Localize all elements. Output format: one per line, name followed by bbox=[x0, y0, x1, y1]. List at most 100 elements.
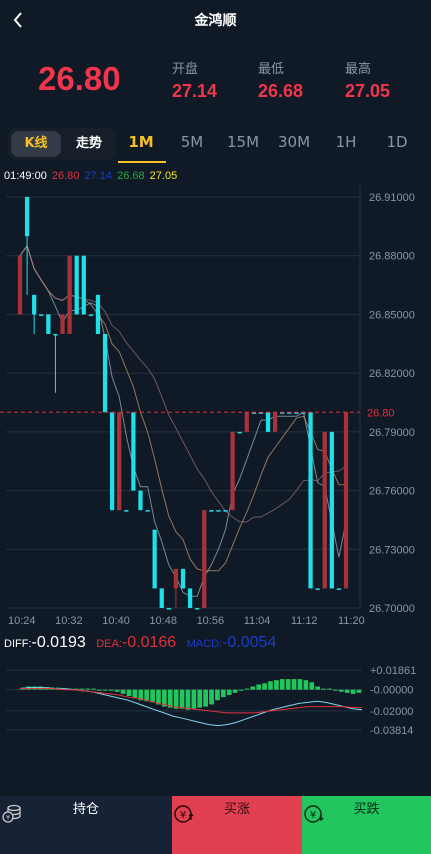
candle-body bbox=[124, 510, 129, 512]
macd-bar bbox=[185, 689, 191, 710]
macd-bar bbox=[97, 689, 102, 691]
high-label: 最高 bbox=[345, 62, 372, 77]
candle-body bbox=[216, 510, 221, 512]
tab-30m[interactable]: 30M bbox=[277, 133, 311, 151]
x-tick-label: 11:20 bbox=[338, 615, 365, 626]
y-tick-label: 26.70000 bbox=[369, 603, 415, 615]
buy-down-label: 买跌 bbox=[353, 802, 380, 817]
macd-bar bbox=[120, 689, 126, 694]
x-tick-label: 10:48 bbox=[149, 615, 177, 626]
tab-1h[interactable]: 1H bbox=[335, 133, 357, 151]
macd-bar bbox=[274, 680, 279, 690]
macd-bar bbox=[132, 689, 138, 699]
chart-mode-switch: K线 走势 bbox=[8, 128, 116, 160]
chart-tabs: K线 走势 1M 5M 15M 30M 1H 1D bbox=[0, 125, 431, 163]
candle-body bbox=[230, 431, 235, 511]
low-label: 最低 bbox=[258, 62, 285, 77]
macd-bar bbox=[327, 688, 332, 690]
macd-bar bbox=[309, 682, 315, 690]
high-stat: 最高 27.05 bbox=[345, 58, 390, 102]
last-price-label: 26.80 bbox=[367, 407, 395, 419]
low-stat: 最低 26.68 bbox=[258, 58, 303, 102]
dea-line bbox=[20, 688, 362, 714]
macd-bar bbox=[79, 688, 85, 690]
macd-bar bbox=[268, 681, 273, 690]
x-tick-label: 10:24 bbox=[8, 615, 36, 626]
macd-bar bbox=[315, 686, 321, 690]
candle-body bbox=[265, 412, 271, 432]
y-tick-label: 26.79000 bbox=[369, 427, 415, 439]
candle-body bbox=[166, 608, 171, 610]
current-price: 26.80 bbox=[38, 60, 121, 97]
macd-bar bbox=[73, 688, 79, 690]
yuan-up-icon: ¥ bbox=[174, 805, 194, 823]
candle-body bbox=[308, 412, 313, 589]
macd-value: -0.0054 bbox=[222, 634, 277, 651]
y-tick-label: 26.82000 bbox=[369, 368, 415, 380]
y-tick-label: 26.88000 bbox=[369, 251, 415, 263]
legend-value-3: 26.68 bbox=[117, 170, 145, 182]
tab-kline[interactable]: K线 bbox=[11, 131, 61, 157]
tab-1d[interactable]: 1D bbox=[386, 133, 408, 151]
candle-body bbox=[322, 431, 327, 589]
macd-bar bbox=[103, 689, 108, 691]
macd-bar bbox=[344, 689, 350, 693]
candle-body bbox=[301, 412, 306, 414]
candle-body bbox=[88, 314, 93, 316]
y-tick-label: 26.76000 bbox=[369, 486, 415, 498]
y-tick-label: 26.91000 bbox=[369, 192, 415, 204]
legend-value-4: 27.05 bbox=[149, 170, 178, 182]
x-tick-label: 10:56 bbox=[197, 615, 225, 626]
candle-body bbox=[117, 412, 122, 511]
macd-bar bbox=[262, 683, 267, 690]
buy-down-button[interactable]: ¥ 买跌 bbox=[302, 796, 431, 854]
tab-5m[interactable]: 5M bbox=[180, 133, 204, 151]
open-value: 27.14 bbox=[172, 81, 218, 101]
coins-icon: ¥ bbox=[2, 804, 21, 823]
macd-bar bbox=[203, 689, 208, 707]
candle-body bbox=[53, 334, 58, 336]
buy-up-button[interactable]: ¥ 买涨 bbox=[172, 796, 302, 854]
candle-body bbox=[343, 412, 349, 589]
candle-body bbox=[273, 412, 278, 432]
macd-bar bbox=[279, 679, 285, 690]
macd-y-tick-label: +0.01861 bbox=[370, 665, 416, 677]
candle-body bbox=[138, 490, 143, 511]
chevron-left-icon[interactable] bbox=[10, 8, 30, 32]
candle-body bbox=[95, 294, 101, 334]
macd-bar bbox=[220, 689, 226, 698]
candle-body bbox=[294, 412, 299, 414]
candle-body bbox=[131, 412, 136, 491]
candle-body bbox=[329, 431, 334, 589]
macd-bar bbox=[179, 689, 185, 709]
macd-bar bbox=[114, 689, 120, 692]
candle-body bbox=[46, 314, 51, 334]
candle-body bbox=[159, 588, 164, 608]
macd-bar bbox=[226, 689, 232, 695]
macd-bar bbox=[150, 689, 155, 703]
tab-15m[interactable]: 15M bbox=[226, 133, 260, 151]
tab-trend[interactable]: 走势 bbox=[75, 136, 102, 151]
legend-value-1: 26.80 bbox=[51, 170, 80, 182]
candlestick-chart[interactable]: 26.91000 26.88000 26.85000 26.82000 26.79000… bbox=[0, 186, 431, 626]
hold-button[interactable]: ¥ 持仓 bbox=[0, 796, 172, 854]
diff-label: DIFF: bbox=[4, 638, 32, 650]
bottom-bar: ¥ 持仓 ¥ 买涨 ¥ 买跌 bbox=[0, 796, 431, 854]
macd-bar bbox=[126, 689, 132, 697]
candle-body bbox=[110, 412, 115, 511]
macd-y-tick-label: -0.02000 bbox=[370, 706, 413, 718]
macd-bar bbox=[215, 689, 220, 701]
active-tab-underline bbox=[118, 161, 166, 163]
x-tick-label: 10:32 bbox=[55, 615, 83, 626]
macd-bar bbox=[85, 688, 91, 690]
svg-text:¥: ¥ bbox=[310, 810, 316, 821]
open-label: 开盘 bbox=[172, 62, 199, 77]
diff-value: -0.0193 bbox=[31, 634, 86, 651]
low-value: 26.68 bbox=[258, 81, 304, 101]
svg-text:¥: ¥ bbox=[180, 810, 186, 821]
tab-1m[interactable]: 1M bbox=[128, 133, 154, 151]
macd-bar bbox=[321, 688, 326, 690]
macd-legend: DIFF:-0.0193 DEA:-0.0166 MACD:-0.0054 bbox=[4, 634, 282, 652]
macd-bar bbox=[197, 689, 203, 708]
y-tick-label: 26.85000 bbox=[369, 309, 415, 321]
